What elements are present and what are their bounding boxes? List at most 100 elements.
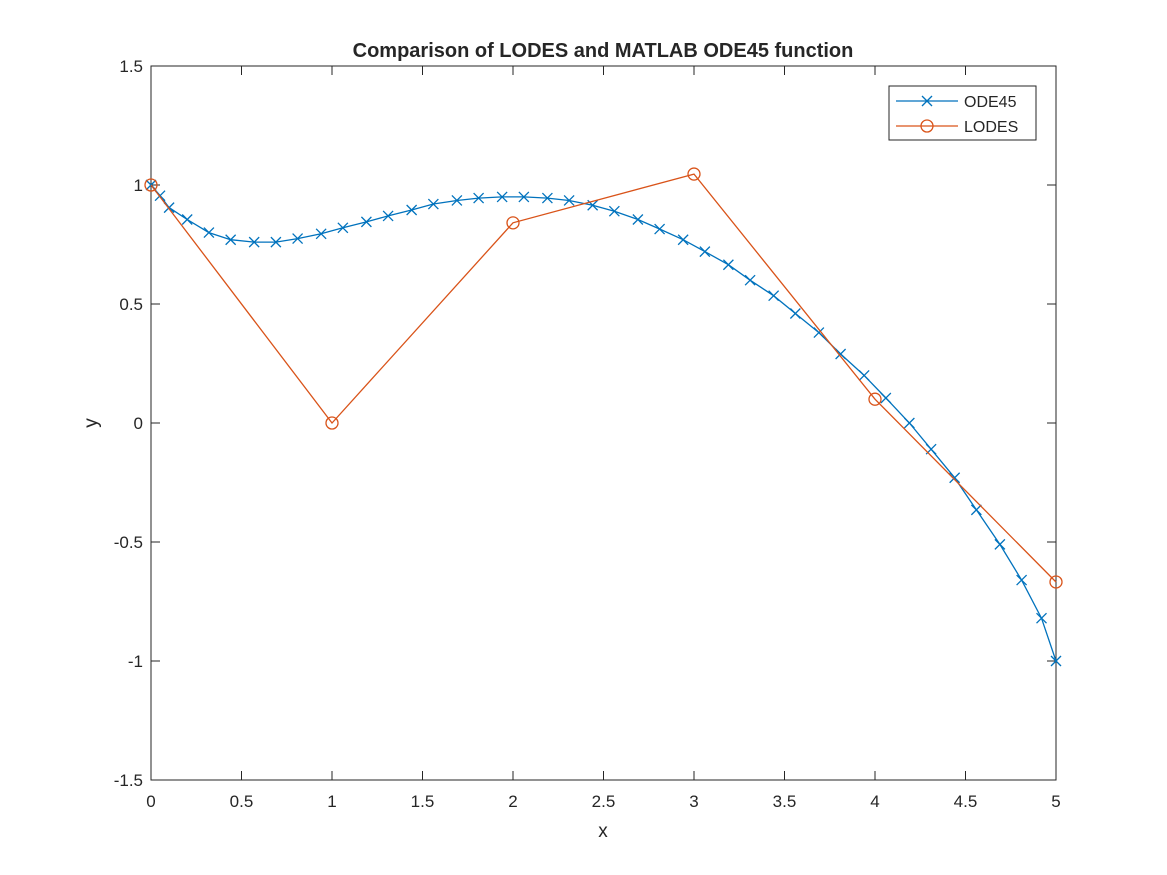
- data-point-ode45: [496, 191, 508, 203]
- data-point-ode45-stroke-b: [163, 202, 175, 214]
- y-tick-label: -0.5: [114, 533, 143, 552]
- data-point-ode45: [994, 538, 1006, 550]
- legend-entry-ode45: ODE45: [896, 94, 1017, 111]
- data-point-ode45: [451, 195, 463, 206]
- data-point-ode45: [518, 191, 530, 203]
- data-point-ode45-stroke-b: [360, 216, 372, 228]
- data-point-ode45-stroke-b: [880, 392, 892, 404]
- legend-entries: ODE45 LODES: [896, 94, 1018, 136]
- data-point-ode45: [270, 236, 282, 248]
- data-point-ode45: [722, 259, 734, 271]
- data-point-ode45: [858, 369, 870, 381]
- data-point-ode45: [473, 192, 485, 204]
- data-point-ode45: [608, 205, 620, 217]
- data-point-ode45: [1050, 655, 1062, 667]
- data-point-ode45-stroke-b: [654, 223, 666, 235]
- y-tick-label: -1.5: [114, 771, 143, 790]
- y-axis-ticks: [151, 65, 1056, 781]
- data-point-ode45: [677, 234, 689, 246]
- data-point-ode45: [880, 392, 892, 404]
- x-tick-label: 1.5: [411, 792, 435, 811]
- data-point-ode45-stroke-b: [270, 236, 282, 248]
- series-line-lodes: [150, 173, 1057, 583]
- x-axis-label: x: [598, 821, 608, 842]
- data-point-ode45-stroke-b: [225, 234, 237, 246]
- data-point-ode45-stroke-b: [473, 192, 485, 204]
- y-tick-label: 1.5: [119, 57, 143, 76]
- legend-swatch-marker-stroke-b: [921, 95, 933, 107]
- data-point-ode45-stroke-b: [203, 227, 215, 239]
- data-point-ode45-stroke-b: [1016, 574, 1028, 586]
- data-point-ode45: [181, 214, 193, 225]
- x-tick-label: 4: [870, 792, 879, 811]
- data-point-ode45-stroke-b: [337, 222, 349, 234]
- data-point-ode45-stroke-b: [994, 538, 1006, 550]
- data-point-lodes: [144, 178, 158, 192]
- data-point-ode45: [563, 195, 575, 206]
- y-axis-tick-labels: -1.5 -1 -0.5 0 0.5 1 1.5: [114, 57, 143, 790]
- data-point-ode45: [1016, 574, 1028, 586]
- data-point-ode45: [292, 233, 304, 245]
- data-point-ode45-stroke-b: [632, 214, 644, 225]
- data-point-ode45-stroke-b: [382, 210, 394, 222]
- data-point-ode45-stroke-b: [518, 191, 530, 203]
- data-point-ode45-stroke-b: [722, 259, 734, 271]
- data-point-ode45: [315, 228, 327, 240]
- data-point-ode45: [903, 417, 915, 429]
- data-point-ode45: [768, 290, 780, 302]
- y-tick-label: 1: [134, 176, 143, 195]
- data-point-ode45: [949, 472, 961, 484]
- data-point-ode45: [699, 246, 711, 258]
- data-point-ode45-stroke-b: [496, 191, 508, 203]
- data-point-ode45: [632, 214, 644, 225]
- data-point-ode45: [970, 504, 982, 516]
- x-axis-ticks: [150, 66, 1057, 780]
- y-tick-label: 0.5: [119, 295, 143, 314]
- data-point-lodes: [868, 392, 882, 406]
- plot-area: 0 0.5 1 1.5 2 2.5 3 3.5 4 4.5 5 -1.5 -1 -0.5 0 0.5 1 1.5: [114, 57, 1063, 811]
- data-point-ode45: [813, 327, 825, 339]
- series-layer: [144, 167, 1063, 667]
- x-tick-label: 1: [327, 792, 336, 811]
- chart-title: Comparison of LODES and MATLAB ODE45 fun…: [353, 40, 854, 62]
- data-point-ode45: [382, 210, 394, 222]
- data-point-ode45: [337, 222, 349, 234]
- data-point-ode45-stroke-b: [744, 274, 756, 286]
- x-tick-label: 4.5: [954, 792, 978, 811]
- data-point-ode45: [541, 192, 553, 204]
- data-point-ode45-stroke-b: [858, 369, 870, 381]
- data-point-ode45-stroke-b: [451, 195, 463, 206]
- x-tick-label: 5: [1051, 792, 1060, 811]
- data-point-lodes: [325, 416, 339, 430]
- data-point-ode45-stroke-b: [563, 195, 575, 206]
- data-point-ode45-stroke-b: [813, 327, 825, 339]
- y-axis-label: y: [81, 418, 102, 428]
- data-point-ode45-stroke-b: [970, 504, 982, 516]
- data-point-ode45-stroke-b: [154, 190, 166, 202]
- series-ode45: [145, 179, 1062, 667]
- data-point-ode45-stroke-b: [427, 198, 439, 210]
- x-tick-label: 0: [146, 792, 155, 811]
- data-point-ode45-stroke-b: [181, 214, 193, 225]
- x-tick-label: 2: [508, 792, 517, 811]
- data-point-ode45-stroke-b: [835, 348, 847, 360]
- data-point-ode45: [1036, 612, 1047, 624]
- data-point-ode45: [248, 236, 260, 248]
- data-point-ode45: [744, 274, 756, 286]
- data-point-lodes: [506, 216, 520, 230]
- x-tick-label: 3: [689, 792, 698, 811]
- data-point-ode45: [654, 223, 666, 235]
- legend: ODE45 LODES: [888, 85, 1037, 141]
- data-point-ode45: [203, 227, 215, 239]
- legend-box: [888, 85, 1037, 141]
- data-point-ode45-stroke-b: [768, 290, 780, 302]
- x-tick-label: 0.5: [230, 792, 254, 811]
- data-point-ode45-stroke-b: [949, 472, 961, 484]
- data-point-ode45: [835, 348, 847, 360]
- data-point-ode45: [225, 234, 237, 246]
- data-point-lodes: [1049, 575, 1063, 589]
- data-point-ode45: [360, 216, 372, 228]
- data-point-ode45-stroke-b: [541, 192, 553, 204]
- data-point-ode45-stroke-b: [1050, 655, 1062, 667]
